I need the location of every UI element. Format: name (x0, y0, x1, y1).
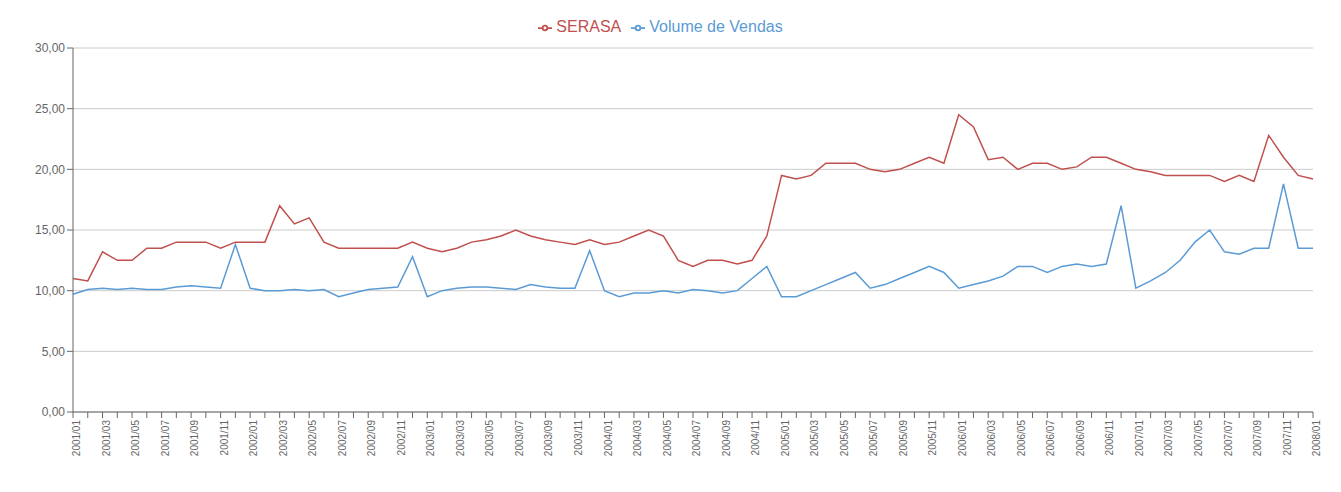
svg-text:2005/01: 2005/01 (780, 420, 791, 457)
svg-text:2006/11: 2006/11 (1104, 420, 1115, 456)
svg-text:15,00: 15,00 (35, 223, 65, 237)
svg-text:30,00: 30,00 (35, 41, 65, 55)
svg-text:2003/11: 2003/11 (573, 420, 584, 456)
svg-text:2004/11: 2004/11 (750, 420, 761, 456)
html-text:SERASA: SERASA (556, 18, 622, 35)
svg-text:2005/07: 2005/07 (868, 420, 879, 457)
svg-text:2008/01: 2008/01 (1311, 420, 1322, 457)
svg-text:5,00: 5,00 (42, 345, 66, 359)
svg-text:2003/05: 2003/05 (484, 420, 495, 457)
svg-text:2006/09: 2006/09 (1075, 420, 1086, 457)
svg-text:2003/03: 2003/03 (455, 420, 466, 457)
svg-text:2002/09: 2002/09 (366, 420, 377, 457)
svg-text:10,00: 10,00 (35, 284, 65, 298)
svg-text:2001/05: 2001/05 (130, 420, 141, 457)
svg-text:2005/05: 2005/05 (839, 420, 850, 457)
svg-text:2007/05: 2007/05 (1193, 420, 1204, 457)
svg-text:2005/03: 2005/03 (809, 420, 820, 457)
svg-text:20,00: 20,00 (35, 163, 65, 177)
svg-text:2006/07: 2006/07 (1045, 420, 1056, 457)
svg-text:2005/11: 2005/11 (927, 420, 938, 456)
svg-text:2006/01: 2006/01 (957, 420, 968, 457)
svg-text:2001/07: 2001/07 (160, 420, 171, 457)
svg-text:2002/11: 2002/11 (396, 420, 407, 456)
svg-text:2002/07: 2002/07 (337, 420, 348, 457)
svg-text:2004/03: 2004/03 (632, 420, 643, 457)
svg-text:2007/01: 2007/01 (1134, 420, 1145, 457)
svg-text:25,00: 25,00 (35, 102, 65, 116)
svg-text:2005/09: 2005/09 (898, 420, 909, 457)
svg-text:2002/05: 2002/05 (307, 420, 318, 457)
svg-text:2007/11: 2007/11 (1282, 420, 1293, 456)
svg-text:2003/07: 2003/07 (514, 420, 525, 457)
svg-text:2004/01: 2004/01 (603, 420, 614, 457)
svg-text:2007/09: 2007/09 (1252, 420, 1263, 457)
svg-text:2001/03: 2001/03 (101, 420, 112, 457)
svg-text:2007/07: 2007/07 (1223, 420, 1234, 457)
html-text:Volume de Vendas: Volume de Vendas (649, 18, 783, 35)
svg-text:2007/03: 2007/03 (1163, 420, 1174, 457)
svg-text:2001/11: 2001/11 (219, 420, 230, 456)
svg-text:0,00: 0,00 (42, 405, 66, 419)
svg-text:2002/03: 2002/03 (278, 420, 289, 457)
svg-text:2003/01: 2003/01 (425, 420, 436, 457)
svg-text:2004/07: 2004/07 (691, 420, 702, 457)
svg-text:2004/05: 2004/05 (662, 420, 673, 457)
svg-text:2003/09: 2003/09 (543, 420, 554, 457)
svg-text:2004/09: 2004/09 (721, 420, 732, 457)
svg-text:2006/05: 2006/05 (1016, 420, 1027, 457)
svg-text:2002/01: 2002/01 (248, 420, 259, 457)
svg-text:2001/09: 2001/09 (189, 420, 200, 457)
svg-text:2006/03: 2006/03 (986, 420, 997, 457)
svg-text:2001/01: 2001/01 (71, 420, 82, 457)
